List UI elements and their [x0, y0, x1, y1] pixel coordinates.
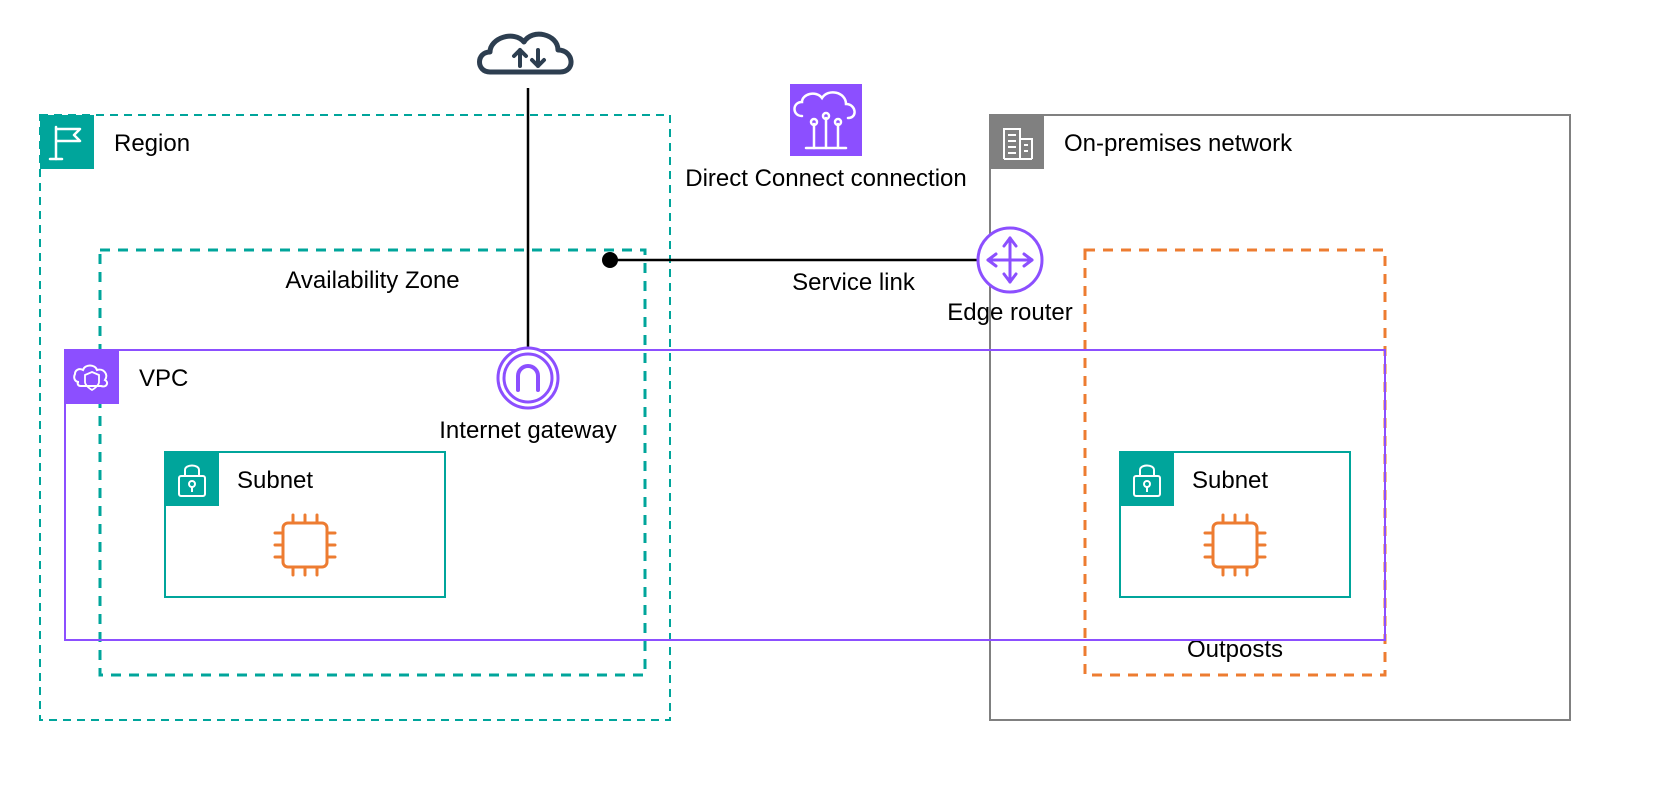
vpc-label: VPC: [139, 365, 188, 392]
onprem-label: On-premises network: [1064, 130, 1293, 157]
subnet-left-badge: [165, 452, 219, 506]
availability-zone-label: Availability Zone: [285, 267, 459, 294]
subnet-right-label: Subnet: [1192, 467, 1268, 494]
subnet-left-label: Subnet: [237, 467, 313, 494]
internet-gateway-label: Internet gateway: [439, 417, 616, 444]
onprem-badge: [990, 115, 1044, 169]
edge-router-label: Edge router: [947, 299, 1072, 326]
direct-connect-label: Direct Connect connection: [685, 165, 966, 192]
internet-gateway-circle: [498, 348, 558, 408]
subnet-right-badge: [1120, 452, 1174, 506]
vpc-badge: [65, 350, 119, 404]
service-link-label: Service link: [792, 269, 916, 296]
service-link-dot: [602, 252, 618, 268]
region-label: Region: [114, 130, 190, 157]
